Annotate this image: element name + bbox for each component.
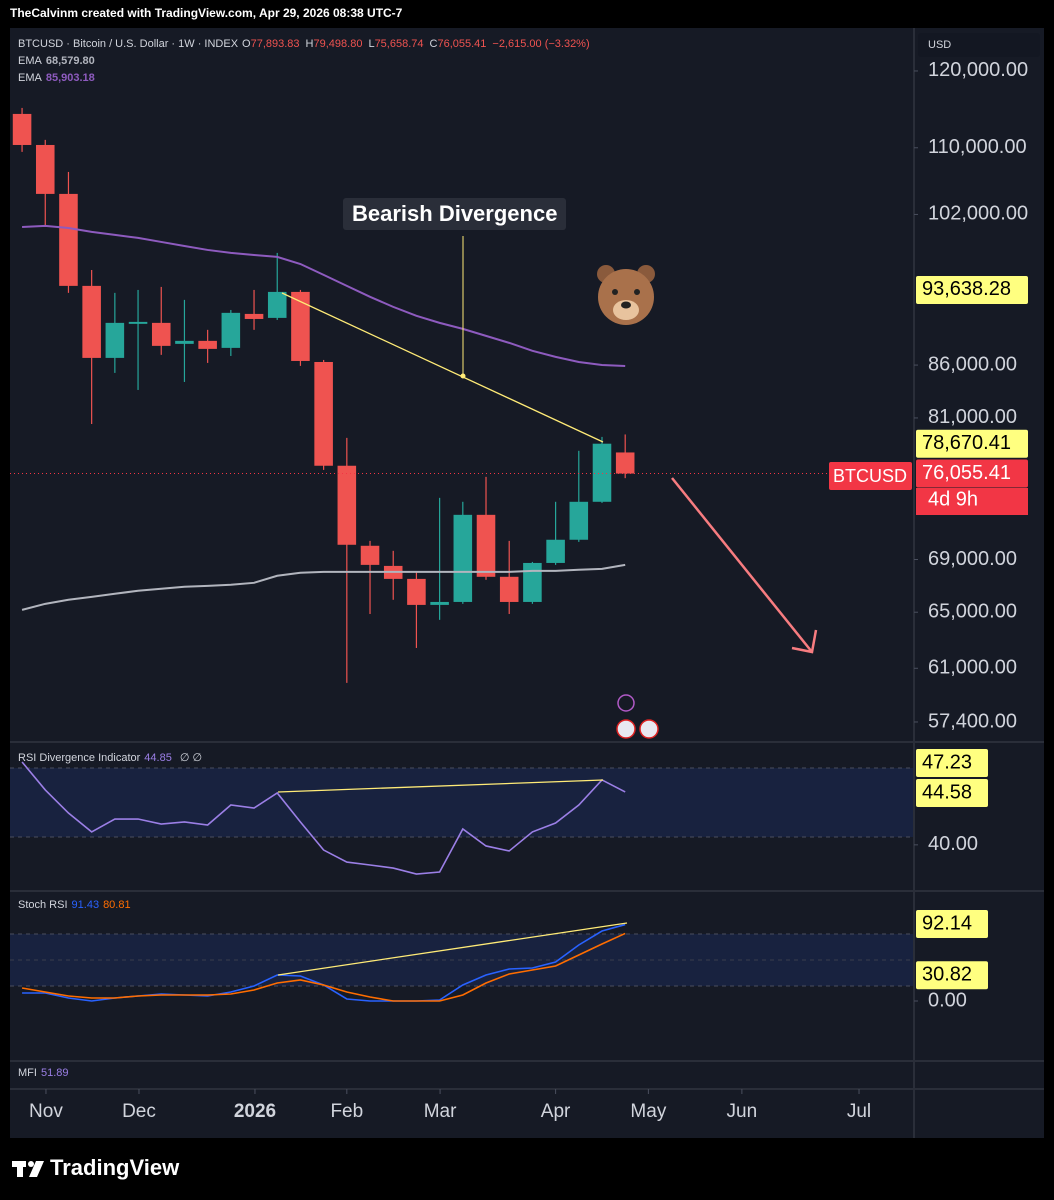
rsi-band (10, 768, 914, 837)
candle-body (615, 452, 635, 474)
price-label: 47.23 (922, 751, 972, 773)
candle-body (569, 501, 589, 540)
x-tick-label: 2026 (234, 1101, 276, 1122)
symbol-tag-box (829, 462, 912, 490)
price-label-box (916, 459, 1028, 488)
trend-line (281, 292, 604, 443)
currency-box (918, 33, 1040, 57)
price-label-box (916, 429, 1028, 458)
candle-body (453, 514, 473, 602)
price-label-box (916, 961, 988, 990)
plot-area: Nov Dec 2026 Feb Mar Apr May Jun Jul 120,000.00 11… (10, 59, 1028, 1122)
bear-icon (597, 265, 655, 325)
x-tick-label: Dec (122, 1101, 156, 1122)
event-icons (616, 694, 659, 739)
currency: USD (928, 39, 951, 51)
candle-body (128, 321, 148, 324)
y-tick-label: 40.00 (928, 833, 978, 855)
candle-body (314, 361, 333, 466)
arrow (671, 477, 813, 653)
y-tick-label: 86,000.00 (928, 353, 1017, 375)
countdown-box (916, 488, 1028, 515)
y-tick-label: 0.00 (928, 989, 967, 1011)
y-tick-label: 69,000.00 (928, 548, 1017, 570)
price-label-box (916, 748, 988, 777)
brand: TradingView (50, 1155, 180, 1180)
y-tick-label: 65,000.00 (928, 600, 1017, 622)
candle-body (35, 144, 55, 194)
divergence-line (277, 922, 628, 976)
candle-body (430, 601, 449, 605)
candle-body (82, 285, 101, 358)
candle-body (198, 340, 217, 349)
candle-body (175, 340, 194, 344)
candle-body (291, 291, 310, 361)
candle-body (12, 113, 32, 145)
candle-body (244, 313, 264, 319)
price-label-box (916, 778, 988, 807)
y-tick-label: 120,000.00 (928, 59, 1028, 81)
countdown: 4d 9h (928, 488, 978, 510)
x-tick-label: Apr (541, 1101, 571, 1122)
price-label-box (916, 275, 1028, 304)
candle-body (546, 539, 565, 563)
candle-body (151, 322, 171, 346)
y-tick-label: 57,400.00 (928, 710, 1017, 732)
x-tick-label: Nov (29, 1101, 63, 1122)
price-label: 78,670.41 (922, 432, 1011, 454)
series-line (22, 224, 626, 368)
candle-body (360, 545, 380, 565)
x-tick-label: May (630, 1101, 666, 1122)
price-label: 30.82 (922, 964, 972, 986)
price-label: 44.58 (922, 781, 972, 803)
x-tick-label: Jul (847, 1101, 871, 1122)
divergence-line (277, 779, 604, 793)
series-line (21, 761, 626, 875)
candle-body (221, 312, 241, 348)
y-tick-label: 110,000.00 (928, 136, 1027, 158)
x-tick-label: Jun (727, 1101, 758, 1122)
candle-body (476, 514, 496, 577)
candle-body (407, 578, 426, 605)
series-line (21, 932, 626, 1002)
y-tick-label: 61,000.00 (928, 657, 1017, 679)
price-label-box (916, 909, 988, 938)
candle-body (499, 576, 519, 602)
symbol-tag: BTCUSD (833, 466, 907, 486)
y-tick-label: 81,000.00 (928, 406, 1017, 428)
x-tick-label: Feb (330, 1101, 363, 1122)
candle-body (337, 465, 357, 545)
arrow-head (791, 629, 818, 654)
candle-body (592, 443, 612, 502)
series-line (21, 563, 626, 611)
x-tick-label: Mar (424, 1101, 457, 1122)
price-label: 92.14 (922, 912, 972, 934)
candle-body (59, 193, 78, 286)
candle-body (267, 291, 287, 318)
drawings (277, 236, 818, 976)
candle-body (523, 562, 542, 602)
price-label: 93,638.28 (922, 278, 1011, 300)
annotation-dot (460, 373, 466, 379)
candle-body (105, 322, 125, 358)
y-tick-label: 102,000.00 (928, 203, 1028, 225)
credit: TheCalvinm created with TradingView.com,… (10, 6, 403, 20)
brand-logo (12, 1161, 44, 1177)
price-label: 76,055.41 (922, 462, 1011, 484)
